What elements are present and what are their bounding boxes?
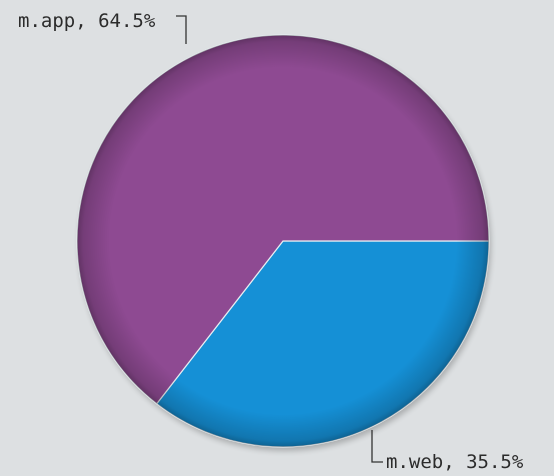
slice-layer xyxy=(76,34,491,451)
data-label-m-app: m.app, 64.5% xyxy=(18,10,156,32)
pie-rim-shading xyxy=(77,35,489,447)
leader-line-m-app xyxy=(176,15,187,44)
data-label-m-web: m.web, 35.5% xyxy=(386,451,524,473)
label-layer: m.app, 64.5% m.web, 35.5% xyxy=(18,10,524,473)
leader-line-m-web xyxy=(371,430,383,463)
